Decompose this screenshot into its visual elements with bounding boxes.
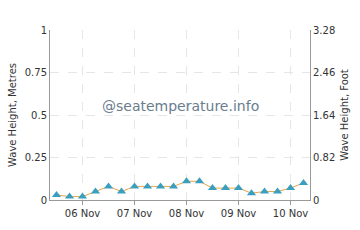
svg-text:Wave Height, Metres: Wave Height, Metres xyxy=(7,63,18,167)
svg-text:0.25: 0.25 xyxy=(25,152,47,163)
svg-text:0: 0 xyxy=(41,195,47,206)
svg-text:08 Nov: 08 Nov xyxy=(169,208,205,219)
svg-text:07 Nov: 07 Nov xyxy=(117,208,153,219)
svg-text:@seatemperature.info: @seatemperature.info xyxy=(102,98,259,114)
svg-text:0.82: 0.82 xyxy=(313,152,335,163)
svg-text:1: 1 xyxy=(41,25,47,36)
svg-text:10 Nov: 10 Nov xyxy=(273,208,309,219)
svg-text:0: 0 xyxy=(313,195,319,206)
svg-text:06 Nov: 06 Nov xyxy=(65,208,101,219)
svg-text:2.46: 2.46 xyxy=(313,67,335,78)
svg-text:Wave Height, Foot: Wave Height, Foot xyxy=(339,69,350,161)
svg-text:3.28: 3.28 xyxy=(313,25,335,36)
svg-text:1.64: 1.64 xyxy=(313,110,335,121)
svg-text:0.5: 0.5 xyxy=(31,110,47,121)
svg-text:09 Nov: 09 Nov xyxy=(221,208,257,219)
svg-text:0.75: 0.75 xyxy=(25,67,47,78)
